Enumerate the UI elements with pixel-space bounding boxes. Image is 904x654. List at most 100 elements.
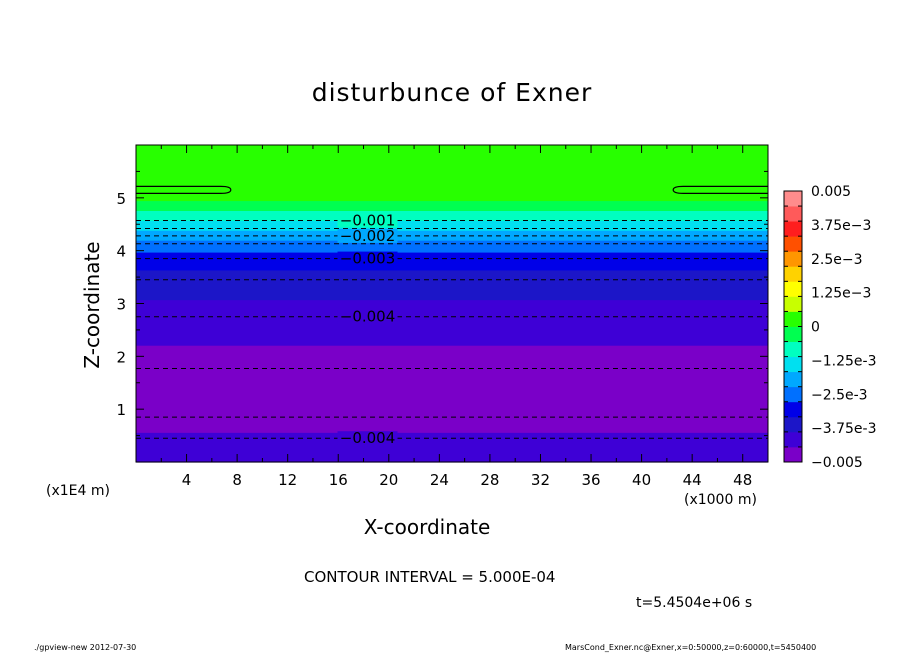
heatmap-band bbox=[136, 182, 768, 186]
heatmap-band bbox=[136, 442, 768, 445]
heatmap-band bbox=[136, 452, 768, 455]
heatmap-band bbox=[136, 186, 768, 190]
heatmap-band bbox=[136, 420, 768, 423]
contour-labels: −0.001−0.002 −0.003 −0.004 −0.004 bbox=[337, 212, 398, 447]
heatmap-band bbox=[136, 214, 768, 217]
footer-right: MarsCond_Exner.nc@Exner,x=0:50000,z=0:60… bbox=[565, 643, 817, 652]
heatmap-band bbox=[136, 168, 768, 172]
heatmap-band bbox=[136, 218, 768, 221]
heatmap-band bbox=[136, 360, 768, 364]
colorbar-segment bbox=[784, 311, 802, 327]
heatmap-band bbox=[136, 418, 768, 421]
heatmap-band bbox=[136, 303, 768, 307]
x-tick-label: 24 bbox=[430, 471, 449, 489]
heatmap-band bbox=[136, 422, 768, 425]
heatmap-band bbox=[136, 267, 768, 271]
heatmap-band bbox=[136, 160, 768, 164]
heatmap-band bbox=[136, 410, 768, 414]
x-tick-label: 32 bbox=[531, 471, 550, 489]
heatmap-band bbox=[136, 368, 768, 372]
colorbar-segment bbox=[784, 221, 802, 237]
contour-interval: CONTOUR INTERVAL = 5.000E-04 bbox=[304, 568, 556, 586]
heatmap-band bbox=[136, 172, 768, 176]
heatmap-band bbox=[136, 364, 768, 368]
heatmap-band bbox=[136, 454, 768, 457]
heatmap-band bbox=[136, 212, 768, 215]
x-axis-unit: (x1000 m) bbox=[684, 492, 757, 508]
y-tick-label: 4 bbox=[116, 243, 126, 261]
x-tick-label: 44 bbox=[683, 471, 702, 489]
x-tick-label: 40 bbox=[632, 471, 651, 489]
heatmap-band bbox=[136, 438, 768, 441]
heatmap-band bbox=[136, 392, 768, 396]
heatmap-band bbox=[136, 432, 768, 435]
colorbar-segment bbox=[784, 401, 802, 418]
colorbar-label: 2.5e−3 bbox=[811, 252, 863, 268]
contour-label-bg bbox=[337, 251, 398, 266]
heatmap-band bbox=[136, 145, 768, 148]
heatmap-band bbox=[136, 398, 768, 402]
heatmap-band bbox=[136, 356, 768, 360]
heatmap-band bbox=[136, 339, 768, 342]
heatmap-band bbox=[136, 291, 768, 295]
heatmap-band bbox=[136, 200, 768, 204]
heatmap-band bbox=[136, 170, 768, 174]
x-axis-ticks: 4 8 12 16 20 24 28 32 36 40 44 48 bbox=[160, 145, 769, 489]
x-tick-label: 12 bbox=[278, 471, 297, 489]
heatmap-band bbox=[136, 281, 768, 285]
heatmap-band bbox=[136, 458, 768, 461]
colorbar-segment bbox=[784, 191, 802, 207]
heatmap-band bbox=[136, 341, 768, 344]
heatmap-bands bbox=[136, 145, 768, 463]
colorbar-label: 0 bbox=[811, 320, 820, 336]
heatmap-band bbox=[136, 313, 768, 316]
heatmap-band bbox=[136, 347, 768, 350]
heatmap-band bbox=[136, 333, 768, 336]
heatmap-band bbox=[136, 283, 768, 287]
heatmap-band bbox=[136, 355, 768, 358]
heatmap-band bbox=[136, 374, 768, 378]
y-axis-ticks: 1 2 3 4 5 bbox=[116, 170, 768, 437]
heatmap-band bbox=[136, 446, 768, 449]
contour-label-bg bbox=[337, 431, 398, 446]
y-tick-label: 3 bbox=[116, 296, 126, 314]
heatmap-band bbox=[136, 188, 768, 192]
heatmap-band bbox=[136, 319, 768, 322]
x-tick-label: 36 bbox=[581, 471, 600, 489]
heatmap-band bbox=[136, 277, 768, 281]
heatmap-band bbox=[136, 271, 768, 275]
heatmap-band bbox=[136, 248, 768, 251]
heatmap-band bbox=[136, 321, 768, 324]
contour-label: −0.004 bbox=[340, 429, 396, 447]
heatmap-band bbox=[136, 428, 768, 431]
x-tick-label: 4 bbox=[182, 471, 192, 489]
colorbar-segment bbox=[784, 431, 802, 448]
heatmap-band bbox=[136, 164, 768, 168]
colorbar-label: −2.5e-3 bbox=[811, 387, 868, 403]
heatmap-band bbox=[136, 154, 768, 158]
heatmap-band bbox=[136, 362, 768, 366]
heatmap-band bbox=[136, 382, 768, 386]
colorbar-segment bbox=[784, 206, 802, 222]
heatmap-band bbox=[136, 329, 768, 332]
heatmap-band bbox=[136, 238, 768, 241]
heatmap-band bbox=[136, 404, 768, 408]
heatmap-band bbox=[136, 293, 768, 297]
heatmap-band bbox=[136, 190, 768, 194]
y-tick-label: 1 bbox=[116, 401, 126, 419]
heatmap-band bbox=[136, 261, 768, 265]
heatmap-band bbox=[136, 305, 768, 309]
colorbar-segment bbox=[784, 356, 802, 373]
heatmap-band bbox=[136, 244, 768, 247]
heatmap-band bbox=[136, 146, 768, 150]
heatmap-band bbox=[136, 152, 768, 156]
heatmap-band bbox=[136, 166, 768, 170]
heatmap-band bbox=[136, 206, 768, 209]
contour-line bbox=[672, 185, 768, 195]
contour-label: −0.002 bbox=[340, 227, 396, 245]
colorbar-label: −0.005 bbox=[811, 455, 863, 471]
heatmap-band bbox=[136, 194, 768, 198]
colorbar-label: −3.75e-3 bbox=[811, 421, 876, 437]
colorbar-segment bbox=[784, 296, 802, 312]
